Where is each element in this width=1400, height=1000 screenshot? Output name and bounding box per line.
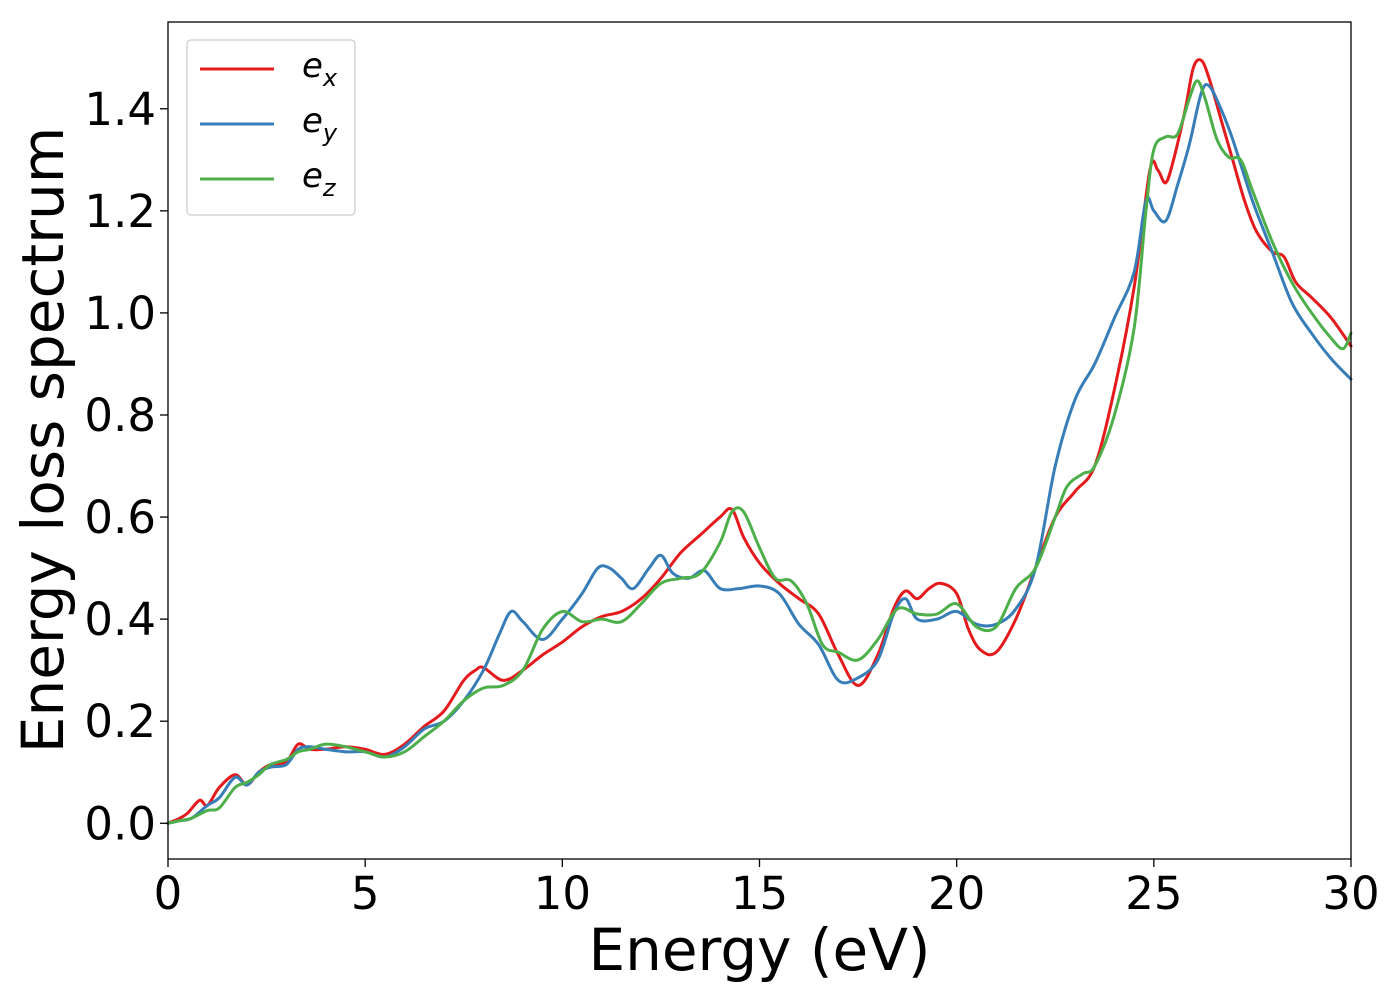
legend-label-base: e — [302, 46, 323, 86]
y-tick-label: 0.0 — [84, 797, 156, 850]
legend-label-subscript: z — [322, 174, 337, 202]
x-tick-label: 5 — [351, 867, 380, 920]
y-tick-label: 0.4 — [84, 593, 156, 646]
x-tick-label: 30 — [1322, 867, 1379, 920]
x-axis-label: Energy (eV) — [588, 916, 930, 984]
x-tick-label: 25 — [1125, 867, 1182, 920]
legend-label-ex: ex — [302, 46, 338, 92]
series-layer — [166, 58, 1353, 825]
x-tick-label: 0 — [154, 867, 183, 920]
legend-label-ey: ey — [302, 101, 338, 147]
y-axis: 0.0 0.2 0.4 0.6 0.8 1.0 1.2 1.4 — [84, 83, 168, 850]
y-tick-label: 1.0 — [84, 287, 156, 340]
y-tick-label: 1.2 — [84, 185, 156, 238]
x-tick-label: 20 — [928, 867, 985, 920]
y-tick-label: 1.4 — [84, 83, 156, 136]
legend-label-subscript: y — [322, 119, 338, 147]
legend-frame — [186, 39, 356, 216]
legend-label-ez: ez — [302, 156, 337, 202]
legend-label-base: e — [302, 101, 323, 141]
x-tick-label: 10 — [534, 867, 591, 920]
y-tick-label: 0.8 — [84, 389, 156, 442]
series-line-ey — [166, 83, 1353, 825]
legend-label-subscript: x — [322, 64, 338, 92]
series-line-ez — [166, 79, 1353, 825]
x-tick-label: 15 — [731, 867, 788, 920]
y-axis-label: Energy loss spectrum — [9, 127, 77, 753]
x-axis: 0 5 10 15 20 25 30 — [154, 859, 1380, 920]
y-tick-label: 0.6 — [84, 491, 156, 544]
y-tick-label: 0.2 — [84, 695, 156, 748]
legend-label-base: e — [302, 156, 323, 196]
